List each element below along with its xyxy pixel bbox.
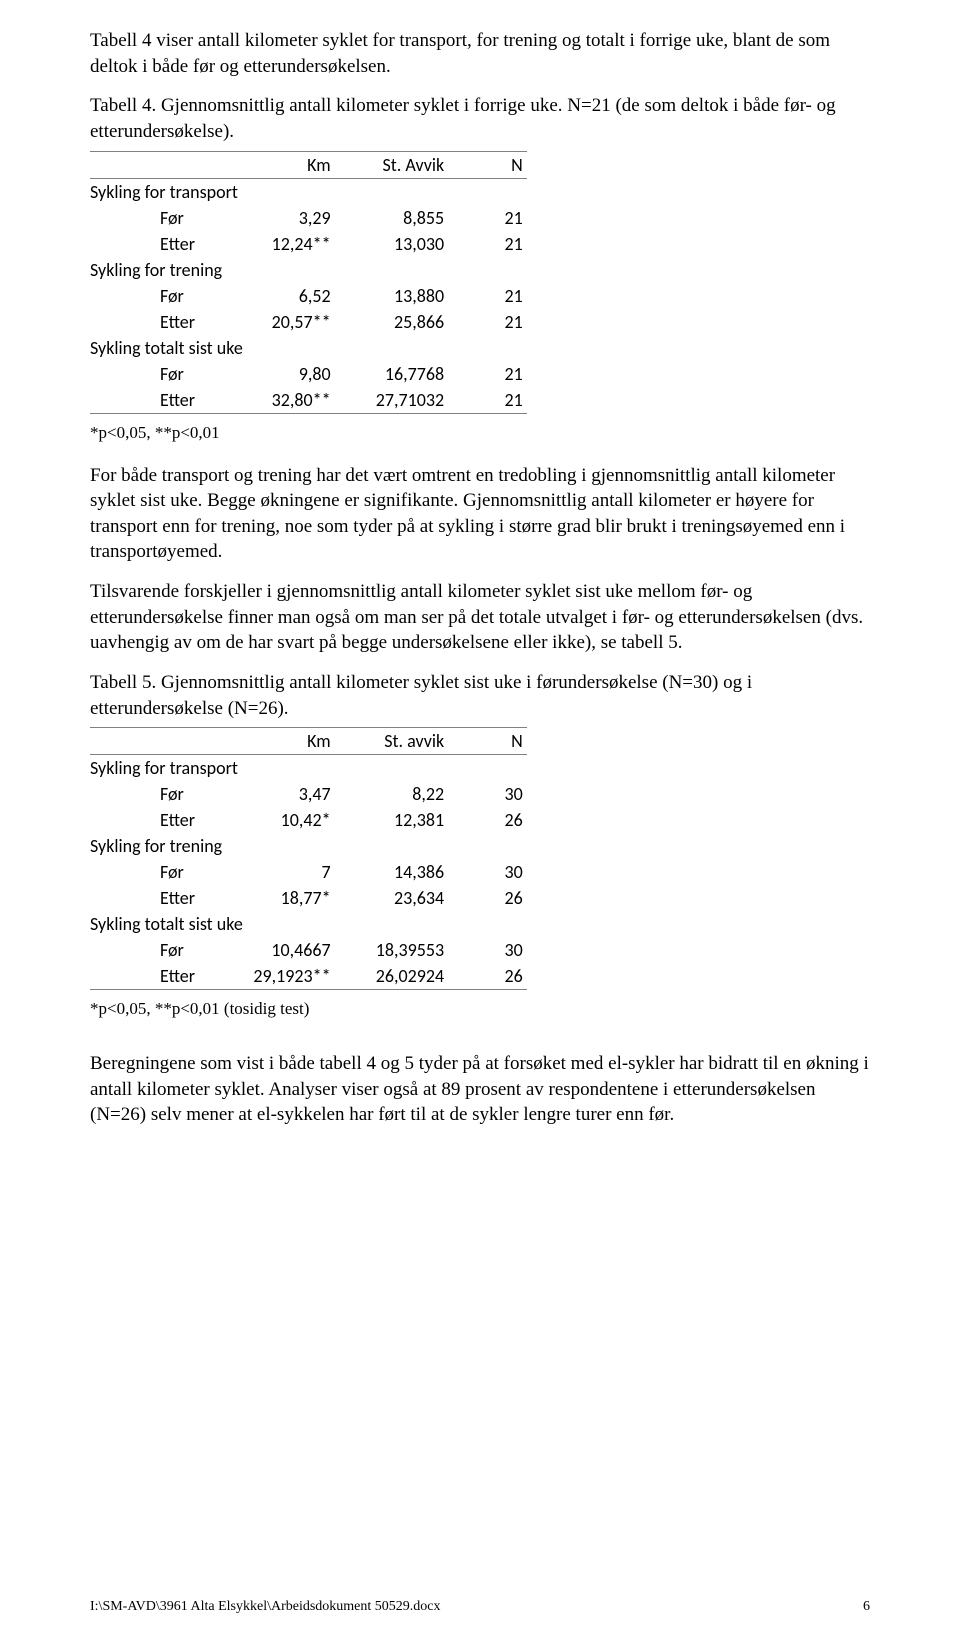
table-row: Før 3,29 8,855 21 (90, 205, 527, 231)
page-footer: I:\SM-AVD\3961 Alta Elsykkel\Arbeidsdoku… (90, 1599, 870, 1615)
cell-sd: 23,634 (335, 885, 449, 911)
footer-page: 6 (863, 1599, 870, 1615)
table-row: Før 9,80 16,7768 21 (90, 361, 527, 387)
table-row: Før 10,4667 18,39553 30 (90, 937, 527, 963)
table-row: Etter 18,77* 23,634 26 (90, 885, 527, 911)
cell-km: 20,57** (239, 309, 335, 335)
cell-label: Etter (90, 963, 239, 990)
cell-label: Før (90, 205, 239, 231)
cell-n: 21 (448, 283, 527, 309)
cell-sd: 16,7768 (335, 361, 449, 387)
cell-km: 10,42* (239, 807, 335, 833)
cell-km: 12,24** (239, 231, 335, 257)
table-row: Før 3,47 8,22 30 (90, 781, 527, 807)
cell-km: 32,80** (239, 387, 335, 414)
table-row: Etter 20,57** 25,866 21 (90, 309, 527, 335)
cell-km: 7 (239, 859, 335, 885)
section-title: Sykling for transport (90, 178, 527, 205)
table4-caption: Tabell 4. Gjennomsnittlig antall kilomet… (90, 93, 870, 144)
cell-n: 21 (448, 361, 527, 387)
th-n: N (448, 151, 527, 178)
cell-sd: 26,02924 (335, 963, 449, 990)
cell-label: Før (90, 937, 239, 963)
cell-n: 30 (448, 937, 527, 963)
cell-label: Før (90, 859, 239, 885)
th-blank (90, 151, 239, 178)
section-title: Sykling totalt sist uke (90, 335, 527, 361)
table-row: Etter 10,42* 12,381 26 (90, 807, 527, 833)
th-stavvik: St. avvik (335, 728, 449, 755)
cell-n: 30 (448, 781, 527, 807)
cell-n: 30 (448, 859, 527, 885)
cell-n: 21 (448, 387, 527, 414)
cell-n: 26 (448, 807, 527, 833)
table-row: Før 6,52 13,880 21 (90, 283, 527, 309)
th-n: N (448, 728, 527, 755)
cell-km: 10,4667 (239, 937, 335, 963)
table-row: Etter 32,80** 27,71032 21 (90, 387, 527, 414)
footer-path: I:\SM-AVD\3961 Alta Elsykkel\Arbeidsdoku… (90, 1599, 441, 1615)
table5-footnote: *p<0,05, **p<0,01 (tosidig test) (90, 998, 870, 1021)
cell-label: Etter (90, 387, 239, 414)
table4: Km St. Avvik N Sykling for transport Før… (90, 151, 527, 414)
table5-caption: Tabell 5. Gjennomsnittlig antall kilomet… (90, 670, 870, 721)
cell-label: Før (90, 361, 239, 387)
table-row: Etter 12,24** 13,030 21 (90, 231, 527, 257)
cell-label: Før (90, 781, 239, 807)
document-page: Tabell 4 viser antall kilometer syklet f… (0, 0, 960, 1635)
cell-km: 9,80 (239, 361, 335, 387)
cell-km: 18,77* (239, 885, 335, 911)
cell-n: 26 (448, 963, 527, 990)
cell-km: 3,29 (239, 205, 335, 231)
cell-n: 21 (448, 231, 527, 257)
cell-label: Etter (90, 231, 239, 257)
cell-n: 21 (448, 205, 527, 231)
th-stavvik: St. Avvik (335, 151, 449, 178)
cell-km: 6,52 (239, 283, 335, 309)
th-km: Km (239, 728, 335, 755)
section-title: Sykling totalt sist uke (90, 911, 527, 937)
table5: Km St. avvik N Sykling for transport Før… (90, 727, 527, 990)
cell-sd: 14,386 (335, 859, 449, 885)
table-row: Før 7 14,386 30 (90, 859, 527, 885)
cell-sd: 8,855 (335, 205, 449, 231)
body-paragraph: For både transport og trening har det væ… (90, 463, 870, 566)
section-title: Sykling for trening (90, 833, 527, 859)
cell-label: Etter (90, 807, 239, 833)
cell-n: 21 (448, 309, 527, 335)
table4-footnote: *p<0,05, **p<0,01 (90, 422, 870, 445)
intro-paragraph: Tabell 4 viser antall kilometer syklet f… (90, 28, 870, 79)
cell-km: 29,1923** (239, 963, 335, 990)
cell-sd: 18,39553 (335, 937, 449, 963)
th-blank (90, 728, 239, 755)
cell-sd: 13,880 (335, 283, 449, 309)
cell-label: Etter (90, 309, 239, 335)
th-km: Km (239, 151, 335, 178)
body-paragraph: Tilsvarende forskjeller i gjennomsnittli… (90, 579, 870, 656)
cell-n: 26 (448, 885, 527, 911)
conclusion-paragraph: Beregningene som vist i både tabell 4 og… (90, 1051, 870, 1128)
cell-sd: 8,22 (335, 781, 449, 807)
cell-sd: 27,71032 (335, 387, 449, 414)
table-row: Etter 29,1923** 26,02924 26 (90, 963, 527, 990)
cell-sd: 25,866 (335, 309, 449, 335)
cell-km: 3,47 (239, 781, 335, 807)
section-title: Sykling for trening (90, 257, 527, 283)
cell-sd: 12,381 (335, 807, 449, 833)
cell-label: Før (90, 283, 239, 309)
section-title: Sykling for transport (90, 755, 527, 782)
cell-label: Etter (90, 885, 239, 911)
cell-sd: 13,030 (335, 231, 449, 257)
